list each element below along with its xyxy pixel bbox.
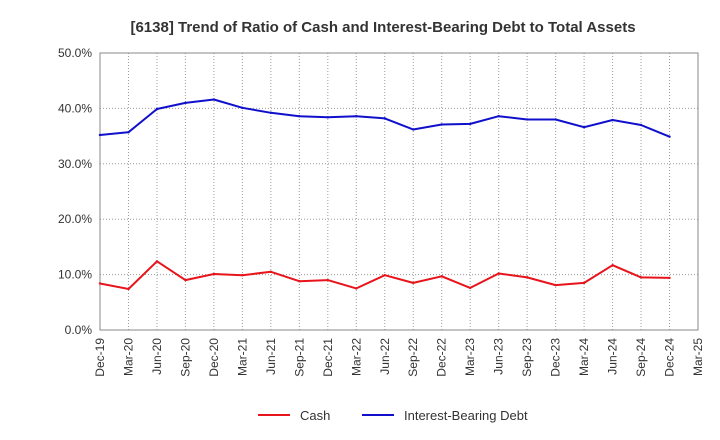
data-point — [212, 272, 216, 276]
x-tick-label: Dec-20 — [207, 338, 221, 377]
data-point — [127, 287, 130, 291]
data-point — [241, 106, 244, 110]
x-tick-label: Mar-23 — [463, 338, 477, 376]
data-point — [412, 128, 415, 131]
x-tick-label: Jun-22 — [378, 338, 392, 375]
x-tick-label: Mar-25 — [691, 338, 705, 376]
x-tick-label: Dec-21 — [321, 338, 335, 377]
x-tick-label: Sep-21 — [292, 338, 306, 377]
data-point — [184, 278, 187, 282]
data-point — [412, 281, 415, 285]
data-point — [383, 273, 386, 277]
data-point — [639, 123, 643, 127]
data-point — [127, 131, 130, 134]
series-layer — [98, 98, 671, 291]
data-point — [668, 276, 671, 280]
data-point — [468, 286, 472, 290]
x-tick-label: Jun-21 — [264, 338, 278, 375]
x-tick-label: Mar-22 — [349, 338, 363, 376]
data-point — [298, 114, 301, 118]
data-point — [155, 260, 159, 263]
x-tick-label: Sep-20 — [178, 338, 192, 377]
data-point — [440, 123, 443, 126]
data-point — [468, 122, 472, 126]
legend-label: Cash — [300, 408, 330, 423]
data-point — [326, 116, 330, 119]
y-tick-label: 30.0% — [58, 157, 92, 171]
data-point — [497, 114, 500, 118]
x-tick-label: Dec-23 — [549, 338, 563, 377]
data-point — [269, 111, 273, 115]
data-point — [241, 273, 244, 277]
x-tick-label: Jun-23 — [492, 338, 506, 375]
y-tick-label: 40.0% — [58, 101, 92, 115]
data-point — [269, 270, 273, 274]
data-point — [611, 263, 614, 267]
x-tick-label: Sep-23 — [520, 338, 534, 377]
data-point — [212, 98, 216, 101]
data-point — [298, 280, 301, 283]
data-point — [497, 272, 500, 275]
data-point — [155, 107, 159, 111]
data-point — [355, 287, 358, 290]
data-point — [184, 101, 187, 105]
x-tick-label: Dec-19 — [93, 338, 107, 377]
x-tick-label: Mar-21 — [235, 338, 249, 376]
grid — [99, 52, 699, 331]
data-point — [611, 118, 614, 122]
x-tick-label: Jun-24 — [606, 338, 620, 375]
data-point — [668, 135, 671, 138]
x-tick-label: Jun-20 — [150, 338, 164, 375]
y-tick-label: 10.0% — [58, 268, 92, 282]
data-point — [383, 117, 386, 120]
legend-label: Interest-Bearing Debt — [404, 408, 528, 423]
data-point — [554, 283, 557, 287]
data-point — [98, 282, 102, 285]
x-axis: Dec-19 Mar-20 Jun-20 Sep-20 Dec-20 Mar-21 Jun-… — [93, 338, 705, 377]
data-point — [326, 278, 330, 282]
y-axis: 0.0% 10.0% 20.0% 30.0% 40.0% 50.0% — [58, 46, 92, 337]
plot-frame — [99, 52, 699, 331]
data-point — [525, 118, 529, 121]
chart-title: [6138] Trend of Ratio of Cash and Intere… — [130, 19, 635, 36]
x-tick-label: Mar-20 — [121, 338, 135, 376]
data-point — [98, 133, 102, 137]
data-point — [639, 276, 643, 279]
y-tick-label: 50.0% — [58, 46, 92, 60]
data-point — [440, 275, 443, 278]
data-point — [355, 114, 358, 118]
x-tick-label: Dec-22 — [435, 338, 449, 377]
y-tick-label: 0.0% — [65, 323, 93, 337]
data-point — [554, 118, 557, 121]
data-point — [582, 126, 586, 129]
x-tick-label: Dec-24 — [663, 338, 677, 377]
x-tick-label: Sep-24 — [634, 338, 648, 377]
legend: Cash Interest-Bearing Debt — [258, 408, 528, 423]
x-tick-label: Mar-24 — [577, 338, 591, 376]
y-tick-label: 20.0% — [58, 212, 92, 226]
x-tick-label: Sep-22 — [406, 338, 420, 377]
data-point — [582, 281, 586, 285]
data-point — [525, 276, 529, 279]
